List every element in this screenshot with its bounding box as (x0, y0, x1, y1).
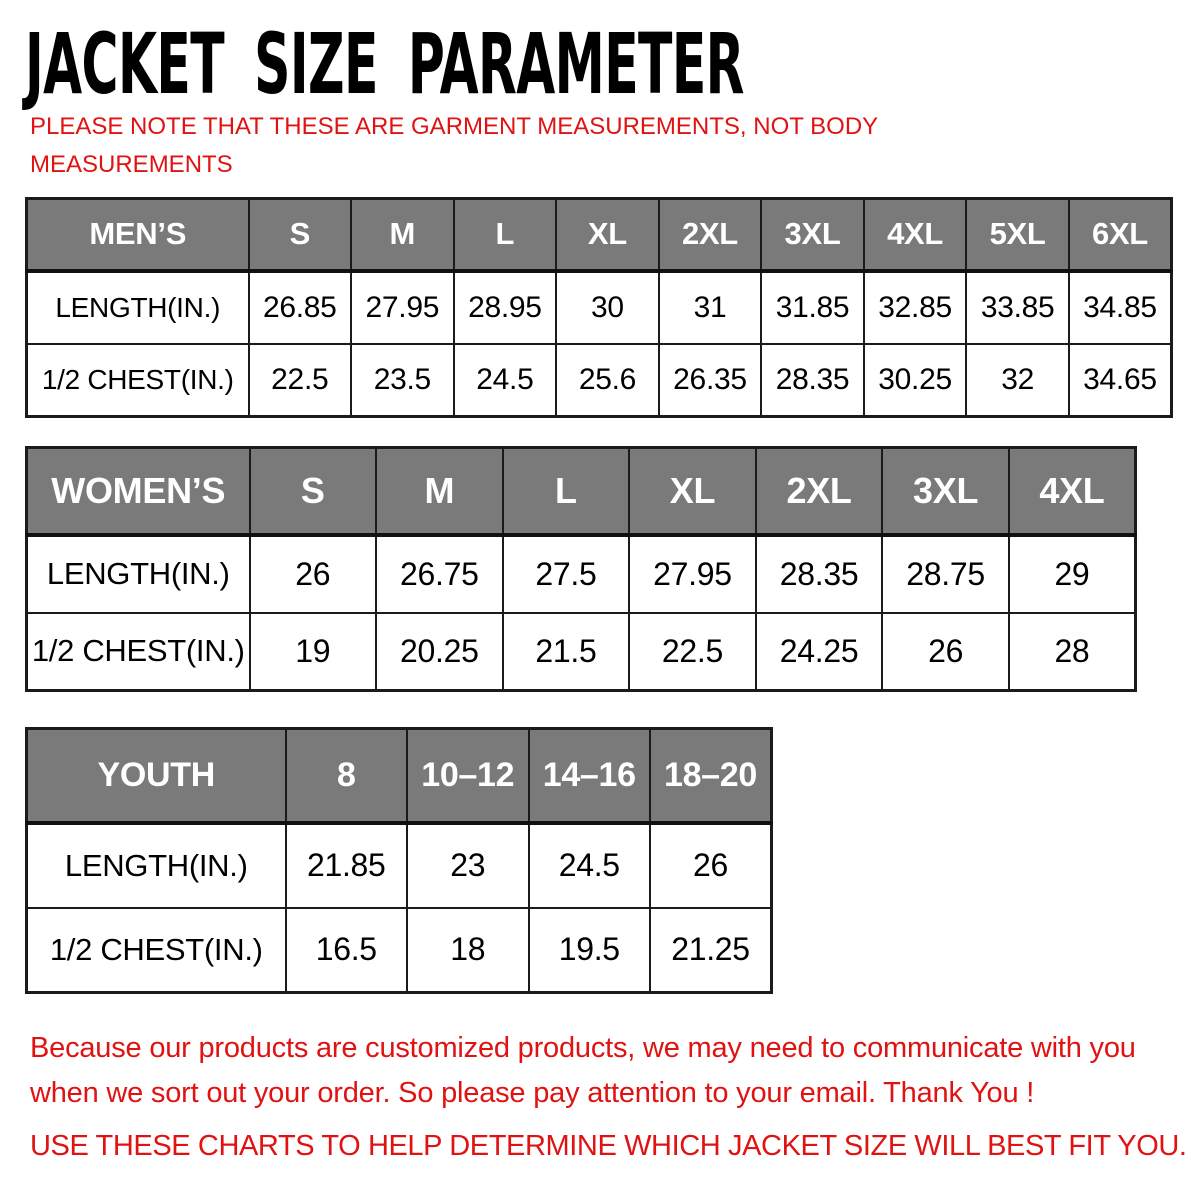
table-cell: 24.25 (754, 611, 884, 692)
column-header: 18–20 (649, 727, 773, 825)
table-row: 1/2 CHEST(IN.) 22.5 23.5 24.5 25.6 26.35 28.35… (25, 342, 1173, 418)
table-row: LENGTH(IN.) 26 26.75 27.5 27.95 28.35 28.75 29 (25, 533, 1137, 614)
column-header: 3XL (760, 197, 865, 273)
chart-usage-note: USE THESE CHARTS TO HELP DETERMINE WHICH… (30, 1130, 1187, 1162)
row-label: 1/2 CHEST(IN.) (25, 342, 250, 418)
table-cell: 34.65 (1067, 342, 1173, 418)
column-header: 8 (284, 727, 408, 825)
table-cell: 25.6 (555, 342, 660, 418)
table-cell: 21.25 (649, 906, 773, 994)
size-table-header-row: MEN’S S M L XL 2XL 3XL 4XL 5XL 6XL (25, 197, 1173, 273)
table-cell: 28.35 (760, 342, 865, 418)
table-cell: 28.95 (452, 269, 558, 345)
customization-notice: Because our products are customized prod… (30, 1026, 1190, 1116)
table-cell: 26.75 (375, 533, 504, 614)
size-table-title: MEN’S (25, 197, 250, 273)
column-header: XL (628, 446, 757, 537)
table-row: 1/2 CHEST(IN.) 16.5 18 19.5 21.25 (25, 906, 773, 994)
column-header: 3XL (881, 446, 1010, 537)
table-cell: 23 (406, 821, 530, 909)
youth-size-table: YOUTH 8 10–12 14–16 18–20 LENGTH(IN.) 21.85 23 2… (25, 727, 773, 994)
table-cell: 33.85 (965, 269, 1070, 345)
column-header: 2XL (754, 446, 884, 537)
table-cell: 27.5 (501, 533, 631, 614)
table-cell: 30 (555, 269, 660, 345)
table-cell: 26 (649, 821, 773, 909)
table-cell: 21.5 (501, 611, 631, 692)
table-cell: 31.85 (760, 269, 865, 345)
mens-size-table: MEN’S S M L XL 2XL 3XL 4XL 5XL 6XL LENGTH(IN.) 26.8… (25, 197, 1173, 418)
table-cell: 32 (965, 342, 1070, 418)
row-label: 1/2 CHEST(IN.) (25, 611, 251, 692)
table-cell: 26 (248, 533, 378, 614)
table-cell: 20.25 (375, 611, 504, 692)
column-header: 6XL (1067, 197, 1173, 273)
table-cell: 28 (1007, 611, 1137, 692)
garment-measurement-note: PLEASE NOTE THAT THESE ARE GARMENT MEASU… (30, 108, 878, 184)
row-label: LENGTH(IN.) (25, 821, 287, 909)
table-cell: 23.5 (350, 342, 455, 418)
column-header: L (452, 197, 558, 273)
column-header: XL (555, 197, 660, 273)
column-header: 2XL (657, 197, 763, 273)
size-table-header-row: YOUTH 8 10–12 14–16 18–20 (25, 727, 773, 825)
table-cell: 29 (1007, 533, 1137, 614)
table-cell: 26 (881, 611, 1010, 692)
table-cell: 31 (657, 269, 763, 345)
column-header: M (350, 197, 455, 273)
table-row: LENGTH(IN.) 21.85 23 24.5 26 (25, 821, 773, 909)
table-cell: 22.5 (247, 342, 353, 418)
table-cell: 18 (406, 906, 530, 994)
table-cell: 28.35 (754, 533, 884, 614)
table-row: 1/2 CHEST(IN.) 19 20.25 21.5 22.5 24.25 26 28 (25, 611, 1137, 692)
size-table-title: YOUTH (25, 727, 287, 825)
column-header: 5XL (965, 197, 1070, 273)
table-cell: 21.85 (284, 821, 408, 909)
row-label: LENGTH(IN.) (25, 533, 251, 614)
womens-size-table: WOMEN’S S M L XL 2XL 3XL 4XL LENGTH(IN.) 26 26.75 2… (25, 446, 1137, 692)
table-cell: 24.5 (527, 821, 651, 909)
garment-measurement-note-line2: MEASUREMENTS (30, 151, 233, 178)
column-header: 14–16 (527, 727, 651, 825)
row-label: 1/2 CHEST(IN.) (25, 906, 287, 994)
customization-notice-line2: when we sort out your order. So please p… (30, 1077, 1035, 1109)
size-table-header-row: WOMEN’S S M L XL 2XL 3XL 4XL (25, 446, 1137, 537)
size-table-title: WOMEN’S (25, 446, 251, 537)
column-header: S (248, 446, 378, 537)
customization-notice-line1: Because our products are customized prod… (30, 1032, 1136, 1064)
table-cell: 27.95 (628, 533, 757, 614)
table-cell: 19 (248, 611, 378, 692)
table-cell: 16.5 (284, 906, 408, 994)
table-cell: 27.95 (350, 269, 455, 345)
column-header: M (375, 446, 504, 537)
table-cell: 24.5 (452, 342, 558, 418)
table-cell: 34.85 (1067, 269, 1173, 345)
row-label: LENGTH(IN.) (25, 269, 250, 345)
table-cell: 32.85 (862, 269, 968, 345)
table-cell: 28.75 (881, 533, 1010, 614)
table-row: LENGTH(IN.) 26.85 27.95 28.95 30 31 31.85 32.85… (25, 269, 1173, 345)
column-header: 10–12 (406, 727, 530, 825)
page-title: JACKET SIZE PARAMETER (25, 15, 744, 113)
garment-measurement-note-line1: PLEASE NOTE THAT THESE ARE GARMENT MEASU… (30, 113, 879, 140)
column-header: 4XL (862, 197, 968, 273)
column-header: S (247, 197, 353, 273)
column-header: L (501, 446, 631, 537)
table-cell: 26.85 (247, 269, 353, 345)
table-cell: 26.35 (657, 342, 763, 418)
table-cell: 30.25 (862, 342, 968, 418)
column-header: 4XL (1007, 446, 1137, 537)
table-cell: 22.5 (628, 611, 757, 692)
table-cell: 19.5 (527, 906, 651, 994)
